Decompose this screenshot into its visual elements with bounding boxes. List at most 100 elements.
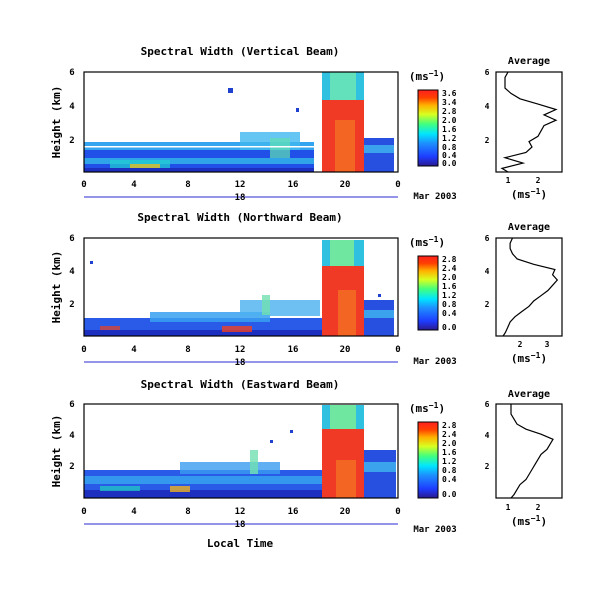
x-tick-label: 12 <box>235 507 246 517</box>
average-x-unit: (ms−1) <box>511 351 547 365</box>
heatmap-field <box>84 240 394 336</box>
average-profile-panel: Average 6 4 2 1 2 (ms−1) <box>485 389 563 528</box>
colorbar-tick: 1.6 <box>442 282 457 291</box>
average-title: Average <box>508 56 550 67</box>
y-axis-label: Height (km) <box>50 415 63 488</box>
heatmap-band <box>338 290 356 336</box>
colorbar-scale <box>417 255 439 331</box>
colorbar-tick: 1.2 <box>442 134 457 143</box>
average-x-tick: 2 <box>518 340 523 349</box>
heatmap-band <box>84 490 324 498</box>
colorbar-tick: 0.0 <box>442 490 457 499</box>
average-frame <box>495 403 563 499</box>
date-label: Mar 2003 <box>413 525 456 535</box>
average-y-tick: 6 <box>485 400 490 409</box>
average-y-tick: 6 <box>485 68 490 77</box>
average-y-tick: 2 <box>485 136 490 145</box>
colorbar-tick: 1.2 <box>442 457 457 466</box>
y-axis-label: Height (km) <box>50 251 63 324</box>
heatmap-band <box>84 158 314 164</box>
colorbar-tick: 0.0 <box>442 323 457 332</box>
x-tick-label: 16 <box>288 345 299 355</box>
x-tick-label: 16 <box>288 507 299 517</box>
chart-title: Spectral Width (Vertical Beam) <box>141 45 340 58</box>
average-profile-panel: Average 6 4 2 1 2 (ms−1) <box>485 56 563 201</box>
x-tick-labels: 0 4 8 12 16 20 0 <box>81 180 400 190</box>
colorbar-tick: 2.8 <box>442 107 457 116</box>
panel-vertical-beam: Spectral Width (Vertical Beam) Height (k… <box>50 45 563 203</box>
average-x-unit: (ms−1) <box>511 514 547 528</box>
average-y-tick: 4 <box>485 267 490 276</box>
x-tick-label: 0 <box>81 180 86 190</box>
heatmap-band <box>222 326 252 332</box>
heatmap-band <box>250 450 258 474</box>
x-tick-label: 20 <box>340 345 351 355</box>
colorbar-tick: 1.6 <box>442 448 457 457</box>
heatmap-band <box>84 330 324 336</box>
colorbar-tick: 0.8 <box>442 143 457 152</box>
chart-title: Spectral Width (Eastward Beam) <box>141 378 340 391</box>
colorbar-tick: 2.4 <box>442 430 457 439</box>
heatmap-band <box>84 168 314 172</box>
x-tick-label: 0 <box>395 507 400 517</box>
y-tick-label: 6 <box>69 400 74 410</box>
chart-title: Spectral Width (Northward Beam) <box>137 211 342 224</box>
heatmap-band <box>364 145 394 153</box>
heatmap-band <box>364 310 394 318</box>
y-tick-label: 2 <box>69 136 74 146</box>
average-y-tick: 4 <box>485 102 490 111</box>
colorbar-tick: 0.8 <box>442 466 457 475</box>
day-label: 18 <box>235 520 246 530</box>
x-tick-labels: 0 4 8 12 16 20 0 <box>81 507 400 517</box>
colorbar-tick: 0.4 <box>442 475 457 484</box>
plot-frame <box>83 237 399 337</box>
x-tick-labels: 0 4 8 12 16 20 0 <box>81 345 400 355</box>
colorbar: (ms−1) 2.8 2.4 2.0 1.6 1.2 0.8 0.4 0.0 <box>409 401 457 499</box>
x-tick-label: 12 <box>235 345 246 355</box>
x-tick-label: 4 <box>131 345 137 355</box>
date-label: Mar 2003 <box>413 192 456 202</box>
average-x-tick: 2 <box>536 503 541 512</box>
average-x-tick: 3 <box>545 340 550 349</box>
y-tick-label: 6 <box>69 234 74 244</box>
colorbar-unit: (ms−1) <box>409 235 445 249</box>
average-y-tick: 4 <box>485 431 490 440</box>
heatmap-band <box>330 405 356 429</box>
colorbar-tick: 1.2 <box>442 291 457 300</box>
y-tick-label: 4 <box>69 102 75 112</box>
average-frame <box>495 237 563 337</box>
panel-northward-beam: Spectral Width (Northward Beam) Height (… <box>50 211 563 368</box>
heatmap-band <box>90 261 93 264</box>
heatmap-band <box>364 462 396 472</box>
heatmap-band <box>262 295 270 315</box>
colorbar-tick: 2.8 <box>442 255 457 264</box>
colorbar-unit: (ms−1) <box>409 401 445 415</box>
colorbar-tick: 0.4 <box>442 151 457 160</box>
heatmap-band <box>84 146 314 148</box>
y-tick-label: 2 <box>69 462 74 472</box>
heatmap-band <box>240 300 320 316</box>
heatmap-band <box>150 312 270 322</box>
y-tick-label: 6 <box>69 68 74 78</box>
colorbar-tick: 2.0 <box>442 439 457 448</box>
heatmap-band <box>100 486 140 491</box>
average-title: Average <box>508 222 550 233</box>
heatmap-field <box>84 405 396 498</box>
average-profile-panel: Average 6 4 2 2 3 (ms−1) <box>485 222 563 365</box>
average-y-tick: 2 <box>485 300 490 309</box>
colorbar-tick: 2.0 <box>442 116 457 125</box>
average-y-tick: 6 <box>485 234 490 243</box>
heatmap-band <box>378 294 381 297</box>
x-tick-label: 12 <box>235 180 246 190</box>
heatmap-field <box>84 72 394 172</box>
heatmap-band <box>130 164 160 170</box>
x-tick-label: 4 <box>131 507 137 517</box>
x-tick-label: 20 <box>340 180 351 190</box>
y-tick-label: 2 <box>69 300 74 310</box>
colorbar-tick: 2.8 <box>442 421 457 430</box>
average-profile-line <box>510 404 554 499</box>
colorbar-scale <box>417 89 439 167</box>
heatmap-band <box>364 450 396 498</box>
y-axis-label: Height (km) <box>50 86 63 159</box>
